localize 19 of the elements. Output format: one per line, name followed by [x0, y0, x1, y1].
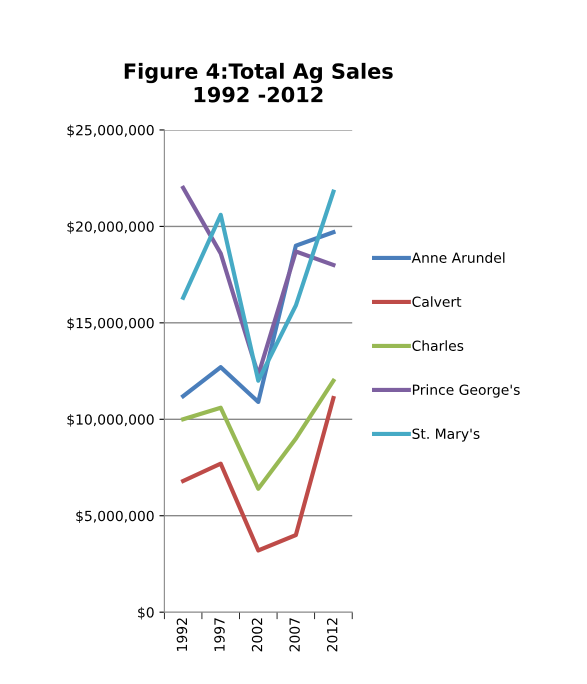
x-tick-label: 2012 — [326, 618, 338, 652]
y-tick-label: $5,000,000 — [76, 510, 154, 524]
y-tick-label: $0 — [138, 606, 154, 620]
chart-title: Figure 4:Total Ag Sales 1992 -2012 — [124, 62, 393, 102]
line-series — [181, 378, 336, 491]
legend-label: Charles — [412, 340, 464, 351]
legend-label: Anne Arundel — [412, 252, 504, 263]
y-tick-label: $10,000,000 — [67, 414, 154, 427]
x-tick-label: 1992 — [176, 618, 188, 651]
y-tick-label: $25,000,000 — [67, 124, 154, 138]
x-tick-label: 2007 — [289, 618, 300, 652]
x-tick-label: 1997 — [214, 618, 225, 651]
x-tick-label: 2002 — [252, 618, 262, 652]
legend-label: St. Mary's — [412, 428, 480, 442]
y-tick-label: $20,000,000 — [67, 221, 154, 234]
y-tick-label: $15,000,000 — [67, 318, 154, 330]
legend-label: Calvert — [412, 296, 462, 307]
line-series — [181, 396, 336, 553]
legend-label: Prince George's — [412, 384, 520, 398]
